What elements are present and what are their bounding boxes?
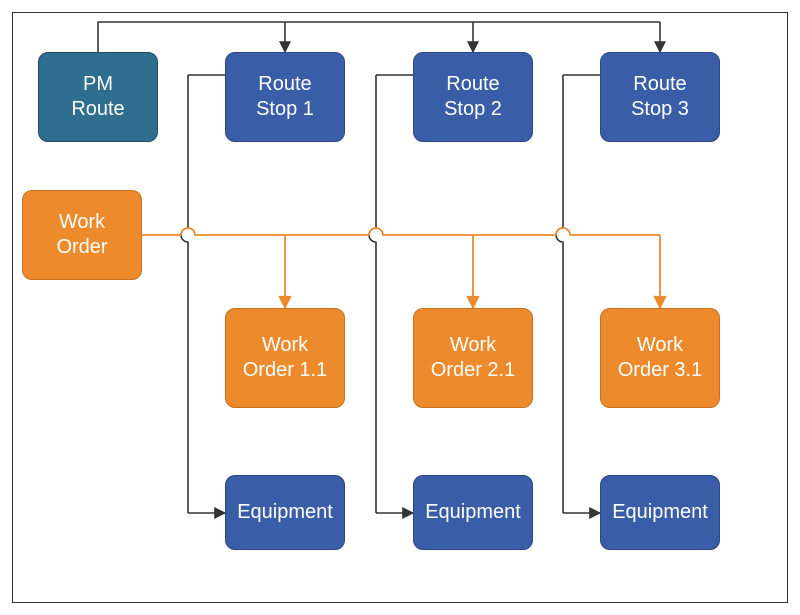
node-label: Equipment: [237, 500, 333, 525]
node-label: WorkOrder 3.1: [618, 333, 702, 383]
node-work-order-11: WorkOrder 1.1: [225, 308, 345, 408]
node-route-stop-2: RouteStop 2: [413, 52, 533, 142]
node-route-stop-1: RouteStop 1: [225, 52, 345, 142]
node-pm-route: PMRoute: [38, 52, 158, 142]
node-label: Equipment: [612, 500, 708, 525]
node-work-order-31: WorkOrder 3.1: [600, 308, 720, 408]
node-label: WorkOrder 1.1: [243, 333, 327, 383]
diagram-canvas: PMRoute RouteStop 1 RouteStop 2 RouteStop 3…: [0, 0, 800, 615]
node-work-order-21: WorkOrder 2.1: [413, 308, 533, 408]
node-equipment-1: Equipment: [225, 475, 345, 550]
node-label: RouteStop 1: [256, 72, 314, 122]
node-label: Equipment: [425, 500, 521, 525]
node-equipment-3: Equipment: [600, 475, 720, 550]
node-work-order: WorkOrder: [22, 190, 142, 280]
node-route-stop-3: RouteStop 3: [600, 52, 720, 142]
node-label: PMRoute: [71, 72, 124, 122]
node-equipment-2: Equipment: [413, 475, 533, 550]
node-label: WorkOrder 2.1: [431, 333, 515, 383]
node-label: WorkOrder: [56, 210, 107, 260]
node-label: RouteStop 3: [631, 72, 689, 122]
node-label: RouteStop 2: [444, 72, 502, 122]
